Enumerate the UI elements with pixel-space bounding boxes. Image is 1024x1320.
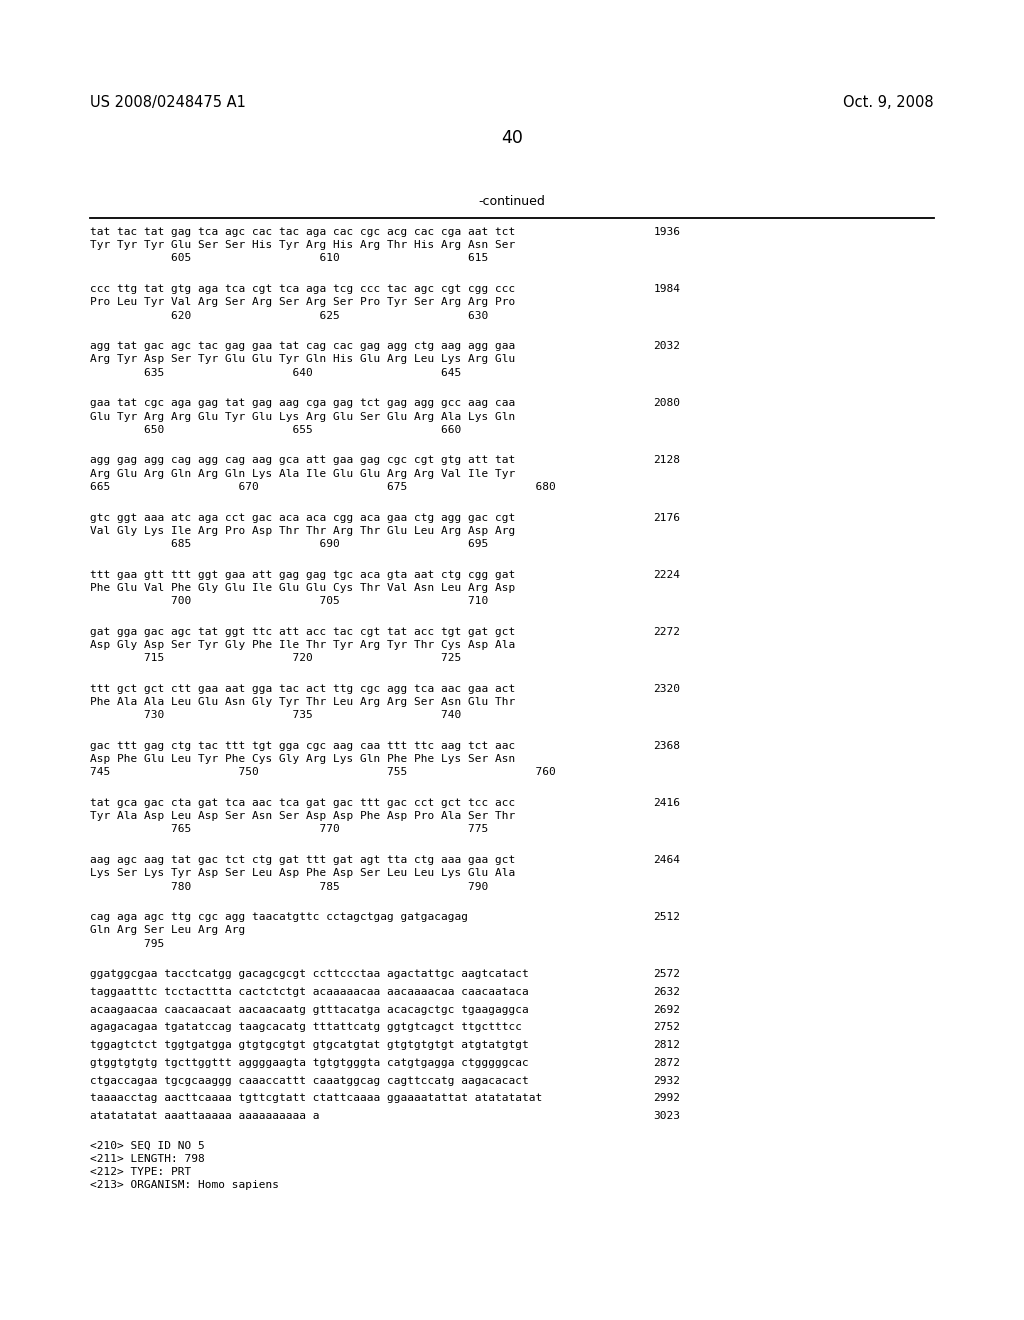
Text: 2224: 2224 (653, 570, 680, 579)
Text: gtc ggt aaa atc aga cct gac aca aca cgg aca gaa ctg agg gac cgt: gtc ggt aaa atc aga cct gac aca aca cgg … (90, 512, 515, 523)
Text: 1984: 1984 (653, 284, 680, 294)
Text: 2320: 2320 (653, 684, 680, 694)
Text: gac ttt gag ctg tac ttt tgt gga cgc aag caa ttt ttc aag tct aac: gac ttt gag ctg tac ttt tgt gga cgc aag … (90, 741, 515, 751)
Text: 2368: 2368 (653, 741, 680, 751)
Text: 3023: 3023 (653, 1111, 680, 1121)
Text: 2992: 2992 (653, 1093, 680, 1104)
Text: 780                   785                   790: 780 785 790 (90, 882, 488, 891)
Text: 715                   720                   725: 715 720 725 (90, 653, 462, 663)
Text: 650                   655                   660: 650 655 660 (90, 425, 462, 434)
Text: 745                   750                   755                   760: 745 750 755 760 (90, 767, 556, 777)
Text: 635                   640                   645: 635 640 645 (90, 368, 462, 378)
Text: <210> SEQ ID NO 5: <210> SEQ ID NO 5 (90, 1140, 205, 1151)
Text: 2032: 2032 (653, 342, 680, 351)
Text: 730                   735                   740: 730 735 740 (90, 710, 462, 721)
Text: Glu Tyr Arg Arg Glu Tyr Glu Lys Arg Glu Ser Glu Arg Ala Lys Gln: Glu Tyr Arg Arg Glu Tyr Glu Lys Arg Glu … (90, 412, 515, 421)
Text: 2692: 2692 (653, 1005, 680, 1015)
Text: 2512: 2512 (653, 912, 680, 923)
Text: Tyr Ala Asp Leu Asp Ser Asn Ser Asp Asp Phe Asp Pro Ala Ser Thr: Tyr Ala Asp Leu Asp Ser Asn Ser Asp Asp … (90, 812, 515, 821)
Text: -continued: -continued (478, 195, 546, 209)
Text: agg tat gac agc tac gag gaa tat cag cac gag agg ctg aag agg gaa: agg tat gac agc tac gag gaa tat cag cac … (90, 342, 515, 351)
Text: Phe Glu Val Phe Gly Glu Ile Glu Glu Cys Thr Val Asn Leu Arg Asp: Phe Glu Val Phe Gly Glu Ile Glu Glu Cys … (90, 583, 515, 593)
Text: Arg Tyr Asp Ser Tyr Glu Glu Tyr Gln His Glu Arg Leu Lys Arg Glu: Arg Tyr Asp Ser Tyr Glu Glu Tyr Gln His … (90, 355, 515, 364)
Text: 765                   770                   775: 765 770 775 (90, 825, 488, 834)
Text: <211> LENGTH: 798: <211> LENGTH: 798 (90, 1154, 205, 1164)
Text: 685                   690                   695: 685 690 695 (90, 539, 488, 549)
Text: 40: 40 (501, 129, 523, 148)
Text: ctgaccagaa tgcgcaaggg caaaccattt caaatggcag cagttccatg aagacacact: ctgaccagaa tgcgcaaggg caaaccattt caaatgg… (90, 1076, 528, 1085)
Text: 2080: 2080 (653, 399, 680, 408)
Text: gaa tat cgc aga gag tat gag aag cga gag tct gag agg gcc aag caa: gaa tat cgc aga gag tat gag aag cga gag … (90, 399, 515, 408)
Text: ccc ttg tat gtg aga tca cgt tca aga tcg ccc tac agc cgt cgg ccc: ccc ttg tat gtg aga tca cgt tca aga tcg … (90, 284, 515, 294)
Text: 2752: 2752 (653, 1023, 680, 1032)
Text: Asp Phe Glu Leu Tyr Phe Cys Gly Arg Lys Gln Phe Phe Lys Ser Asn: Asp Phe Glu Leu Tyr Phe Cys Gly Arg Lys … (90, 754, 515, 764)
Text: 2272: 2272 (653, 627, 680, 636)
Text: ggatggcgaa tacctcatgg gacagcgcgt ccttccctaa agactattgc aagtcatact: ggatggcgaa tacctcatgg gacagcgcgt ccttccc… (90, 969, 528, 979)
Text: tggagtctct tggtgatgga gtgtgcgtgt gtgcatgtat gtgtgtgtgt atgtatgtgt: tggagtctct tggtgatgga gtgtgcgtgt gtgcatg… (90, 1040, 528, 1051)
Text: Gln Arg Ser Leu Arg Arg: Gln Arg Ser Leu Arg Arg (90, 925, 246, 936)
Text: tat tac tat gag tca agc cac tac aga cac cgc acg cac cga aat tct: tat tac tat gag tca agc cac tac aga cac … (90, 227, 515, 238)
Text: gat gga gac agc tat ggt ttc att acc tac cgt tat acc tgt gat gct: gat gga gac agc tat ggt ttc att acc tac … (90, 627, 515, 636)
Text: 2416: 2416 (653, 799, 680, 808)
Text: agg gag agg cag agg cag aag gca att gaa gag cgc cgt gtg att tat: agg gag agg cag agg cag aag gca att gaa … (90, 455, 515, 466)
Text: Tyr Tyr Tyr Glu Ser Ser His Tyr Arg His Arg Thr His Arg Asn Ser: Tyr Tyr Tyr Glu Ser Ser His Tyr Arg His … (90, 240, 515, 251)
Text: gtggtgtgtg tgcttggttt aggggaagta tgtgtgggta catgtgagga ctgggggcac: gtggtgtgtg tgcttggttt aggggaagta tgtgtgg… (90, 1057, 528, 1068)
Text: US 2008/0248475 A1: US 2008/0248475 A1 (90, 95, 246, 110)
Text: aag agc aag tat gac tct ctg gat ttt gat agt tta ctg aaa gaa gct: aag agc aag tat gac tct ctg gat ttt gat … (90, 855, 515, 865)
Text: taggaatttc tcctacttta cactctctgt acaaaaacaa aacaaaacaa caacaataca: taggaatttc tcctacttta cactctctgt acaaaaa… (90, 987, 528, 997)
Text: ttt gaa gtt ttt ggt gaa att gag gag tgc aca gta aat ctg cgg gat: ttt gaa gtt ttt ggt gaa att gag gag tgc … (90, 570, 515, 579)
Text: Oct. 9, 2008: Oct. 9, 2008 (843, 95, 934, 110)
Text: 795: 795 (90, 939, 165, 949)
Text: Phe Ala Ala Leu Glu Asn Gly Tyr Thr Leu Arg Arg Ser Asn Glu Thr: Phe Ala Ala Leu Glu Asn Gly Tyr Thr Leu … (90, 697, 515, 708)
Text: Pro Leu Tyr Val Arg Ser Arg Ser Arg Ser Pro Tyr Ser Arg Arg Pro: Pro Leu Tyr Val Arg Ser Arg Ser Arg Ser … (90, 297, 515, 308)
Text: 2464: 2464 (653, 855, 680, 865)
Text: 2812: 2812 (653, 1040, 680, 1051)
Text: acaagaacaa caacaacaat aacaacaatg gtttacatga acacagctgc tgaagaggca: acaagaacaa caacaacaat aacaacaatg gtttaca… (90, 1005, 528, 1015)
Text: <212> TYPE: PRT: <212> TYPE: PRT (90, 1167, 191, 1177)
Text: 665                   670                   675                   680: 665 670 675 680 (90, 482, 556, 492)
Text: Asp Gly Asp Ser Tyr Gly Phe Ile Thr Tyr Arg Tyr Thr Cys Asp Ala: Asp Gly Asp Ser Tyr Gly Phe Ile Thr Tyr … (90, 640, 515, 649)
Text: 605                   610                   615: 605 610 615 (90, 253, 488, 264)
Text: agagacagaa tgatatccag taagcacatg tttattcatg ggtgtcagct ttgctttcc: agagacagaa tgatatccag taagcacatg tttattc… (90, 1023, 522, 1032)
Text: 2872: 2872 (653, 1057, 680, 1068)
Text: 700                   705                   710: 700 705 710 (90, 597, 488, 606)
Text: 1936: 1936 (653, 227, 680, 238)
Text: Arg Glu Arg Gln Arg Gln Lys Ala Ile Glu Glu Arg Arg Val Ile Tyr: Arg Glu Arg Gln Arg Gln Lys Ala Ile Glu … (90, 469, 515, 479)
Text: 2632: 2632 (653, 987, 680, 997)
Text: 2176: 2176 (653, 512, 680, 523)
Text: cag aga agc ttg cgc agg taacatgttc cctagctgag gatgacagag: cag aga agc ttg cgc agg taacatgttc cctag… (90, 912, 468, 923)
Text: 2128: 2128 (653, 455, 680, 466)
Text: Val Gly Lys Ile Arg Pro Asp Thr Thr Arg Thr Glu Leu Arg Asp Arg: Val Gly Lys Ile Arg Pro Asp Thr Thr Arg … (90, 525, 515, 536)
Text: taaaacctag aacttcaaaa tgttcgtatt ctattcaaaa ggaaaatattat atatatatat: taaaacctag aacttcaaaa tgttcgtatt ctattca… (90, 1093, 543, 1104)
Text: 620                   625                   630: 620 625 630 (90, 310, 488, 321)
Text: ttt gct gct ctt gaa aat gga tac act ttg cgc agg tca aac gaa act: ttt gct gct ctt gaa aat gga tac act ttg … (90, 684, 515, 694)
Text: 2932: 2932 (653, 1076, 680, 1085)
Text: 2572: 2572 (653, 969, 680, 979)
Text: tat gca gac cta gat tca aac tca gat gac ttt gac cct gct tcc acc: tat gca gac cta gat tca aac tca gat gac … (90, 799, 515, 808)
Text: <213> ORGANISM: Homo sapiens: <213> ORGANISM: Homo sapiens (90, 1180, 280, 1191)
Text: atatatatat aaattaaaaa aaaaaaaaaa a: atatatatat aaattaaaaa aaaaaaaaaa a (90, 1111, 319, 1121)
Text: Lys Ser Lys Tyr Asp Ser Leu Asp Phe Asp Ser Leu Leu Lys Glu Ala: Lys Ser Lys Tyr Asp Ser Leu Asp Phe Asp … (90, 869, 515, 878)
